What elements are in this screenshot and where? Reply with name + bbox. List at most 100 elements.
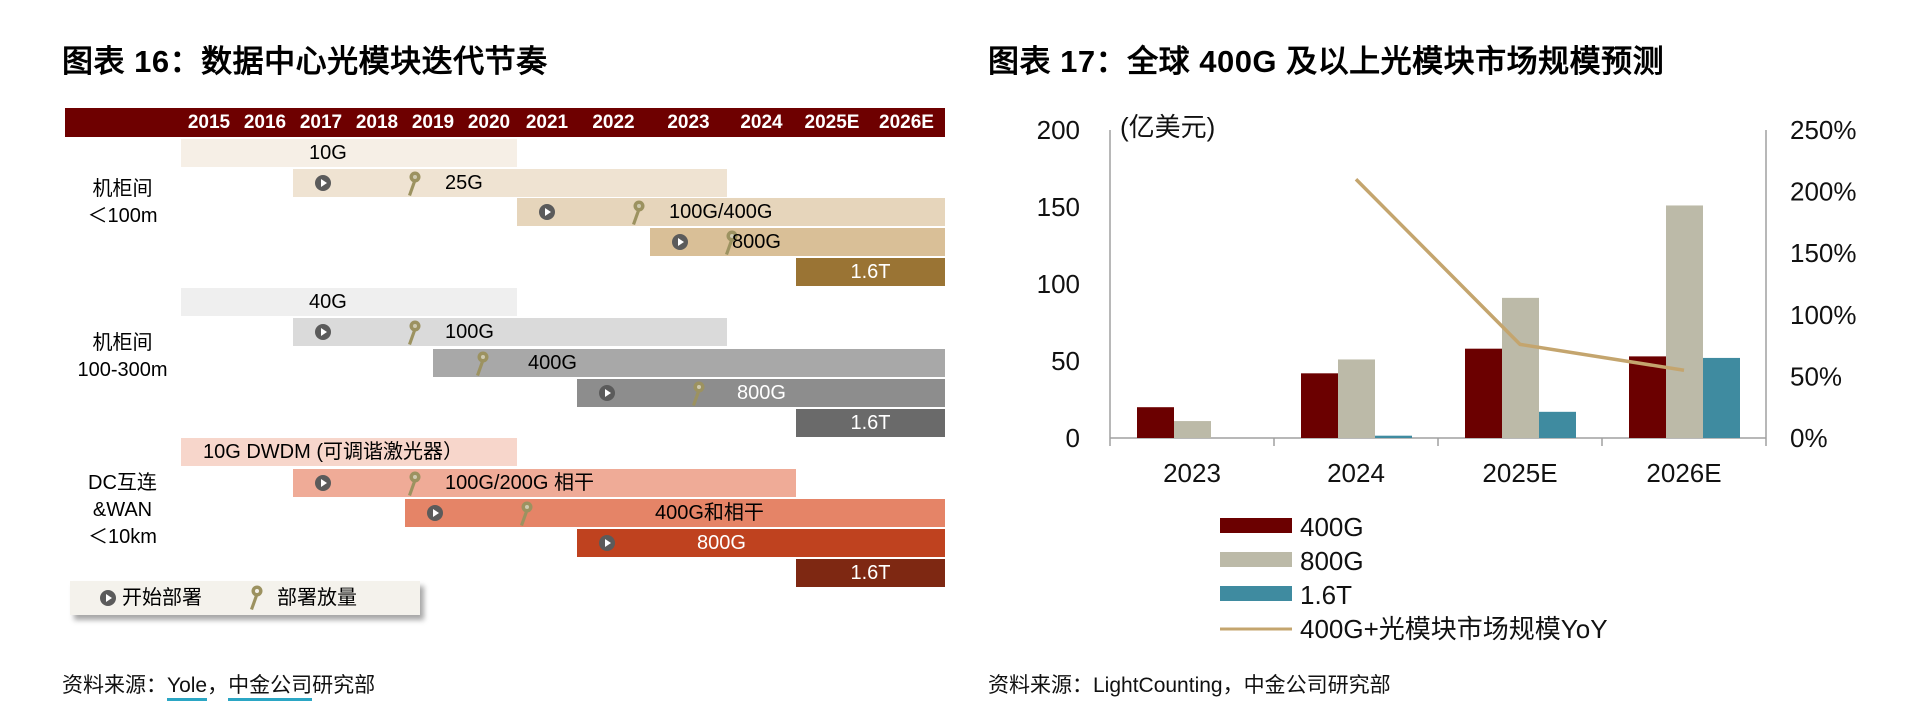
timeline-bar-100g: 100G: [293, 318, 727, 346]
timeline-bar-800g: 800G: [650, 228, 945, 256]
timeline-body: 机柜间 ＜100m 10G 25G 100G/400G 800G 1.6T 机柜间 100-30…: [0, 0, 960, 650]
timeline-bar-800g: 800G: [577, 529, 945, 557]
timeline-bar-label: 800G: [737, 382, 786, 404]
bar-400g-2026e: [1629, 356, 1666, 438]
market-size-chart: 0 50 100 150 200 0% 50% 100% 150% 200% 250% (亿美元) 20…: [1037, 112, 1857, 644]
unit-label: (亿美元): [1120, 112, 1215, 142]
bar-800g-2024: [1338, 359, 1375, 438]
bar-800g-2025e: [1502, 297, 1539, 438]
legend-label: 400G: [1300, 512, 1364, 542]
bar-16t-2025e: [1539, 411, 1576, 438]
bar-800g-2023: [1174, 421, 1211, 438]
y-left-tick-label: 150: [1037, 192, 1080, 222]
y-right-tick-label: 100%: [1790, 300, 1857, 330]
timeline-bar-label: 400G: [528, 352, 577, 374]
key-icon: [517, 501, 533, 527]
key-icon: [689, 381, 705, 407]
timeline-bar-400g: 400G: [433, 349, 945, 377]
timeline-bar-label: 1.6T: [850, 562, 891, 584]
bar-400g-2025e: [1465, 348, 1502, 438]
y-right-tick-label: 50%: [1790, 361, 1842, 391]
figure-16-title: 图表 16：数据中心光模块迭代节奏: [62, 44, 548, 79]
figure-16-source: 资料来源：Yole，中金公司研究部: [62, 669, 376, 701]
key-icon: [405, 171, 421, 197]
timeline-bar-label: 800G: [697, 532, 746, 554]
key-icon: [473, 351, 489, 377]
year-header-2021: 2021: [525, 112, 569, 133]
timeline-bar-label: 100G/400G: [669, 201, 773, 223]
play-icon: [539, 204, 555, 220]
group-label-line: DC互连: [88, 472, 157, 494]
year-header-2019: 2019: [411, 112, 455, 133]
x-category-label: 2026E: [1646, 458, 1721, 488]
legend-swatch-16t: [1220, 586, 1292, 601]
year-header-2026E: 2026E: [879, 112, 934, 133]
timeline-bar-16t: 1.6T: [796, 258, 945, 286]
timeline-legend: 开始部署 部署放量: [70, 581, 420, 615]
key-icon: [405, 471, 421, 497]
figure-17-title: 图表 17：全球 400G 及以上光模块市场规模预测: [988, 44, 1665, 79]
timeline-bar-40g: 40G: [181, 288, 517, 316]
timeline-bar-label: 1.6T: [850, 412, 891, 434]
key-icon: [250, 585, 263, 610]
timeline-bar-10g: 10G: [181, 139, 517, 167]
x-category-label: 2024: [1327, 458, 1385, 488]
bar-16t-2024: [1375, 435, 1412, 438]
timeline-bar-16t: 1.6T: [796, 409, 945, 437]
group-label-line: ＜10km: [88, 526, 157, 548]
timeline-bar-label: 800G: [732, 231, 781, 253]
timeline-bar-10gdwdm: 10G DWDM (可调谐激光器）: [181, 438, 517, 466]
source-suffix: 研究部: [312, 674, 376, 697]
y-left-tick-label: 200: [1037, 115, 1080, 145]
year-header-2023: 2023: [667, 112, 710, 133]
source-cicc-link[interactable]: 中金公司: [228, 674, 313, 701]
play-icon: [672, 234, 688, 250]
x-category-label: 2025E: [1482, 458, 1557, 488]
group-label-0: 机柜间 ＜100m: [65, 176, 180, 230]
year-header-2017: 2017: [299, 112, 343, 133]
timeline-bar-label: 40G: [309, 291, 347, 313]
legend-label: 1.6T: [1300, 580, 1352, 610]
timeline-bar-label: 400G和相干: [655, 502, 764, 524]
year-header-2015: 2015: [187, 112, 231, 133]
y-right-tick-label: 250%: [1790, 115, 1857, 145]
group-label-line: 机柜间: [92, 178, 153, 200]
group-label-line: ＜100m: [87, 205, 158, 227]
y-left-tick-label: 100: [1037, 269, 1080, 299]
timeline-bar-400g: 400G和相干: [405, 499, 945, 527]
year-header-2018: 2018: [355, 112, 399, 133]
group-label-1: 机柜间 100-300m: [65, 330, 180, 384]
play-icon: [427, 505, 443, 521]
timeline-bar-100g400g: 100G/400G: [517, 198, 945, 226]
figure-17-source: 资料来源：LightCounting，中金公司研究部: [988, 674, 1391, 697]
bar-800g-2026e: [1666, 205, 1703, 438]
group-label-line: 机柜间: [92, 332, 153, 354]
y-right-tick-label: 150%: [1790, 238, 1857, 268]
timeline-bar-label: 100G: [445, 321, 494, 343]
timeline-bar-label: 10G: [309, 142, 347, 164]
key-icon: [722, 230, 738, 256]
timeline-bar-25g: 25G: [293, 169, 727, 197]
legend-swatch-400g: [1220, 518, 1292, 533]
x-category-label: 2023: [1163, 458, 1221, 488]
group-label-line: 100-300m: [77, 359, 168, 381]
y-right-tick-label: 200%: [1790, 177, 1857, 207]
timeline-bar-16t: 1.6T: [796, 559, 945, 587]
play-icon: [599, 535, 615, 551]
source-sep: ，: [207, 674, 229, 697]
play-icon: [315, 175, 331, 191]
play-icon: [315, 324, 331, 340]
bar-400g-2023: [1137, 407, 1174, 438]
year-header-2022: 2022: [592, 112, 635, 133]
year-header-2016: 2016: [243, 112, 287, 133]
legend-swatch-800g: [1220, 552, 1292, 567]
year-header-2024: 2024: [740, 112, 783, 133]
play-icon: [599, 385, 615, 401]
y-right-tick-label: 0%: [1790, 423, 1828, 453]
legend-label: 400G+光模块市场规模YoY: [1300, 614, 1608, 644]
source-yole-link[interactable]: Yole: [167, 674, 208, 701]
group-label-2: DC互连 &WAN ＜10km: [65, 470, 180, 551]
play-icon: [100, 590, 116, 606]
timeline-bar-label: 25G: [445, 172, 483, 194]
key-icon: [629, 200, 645, 226]
